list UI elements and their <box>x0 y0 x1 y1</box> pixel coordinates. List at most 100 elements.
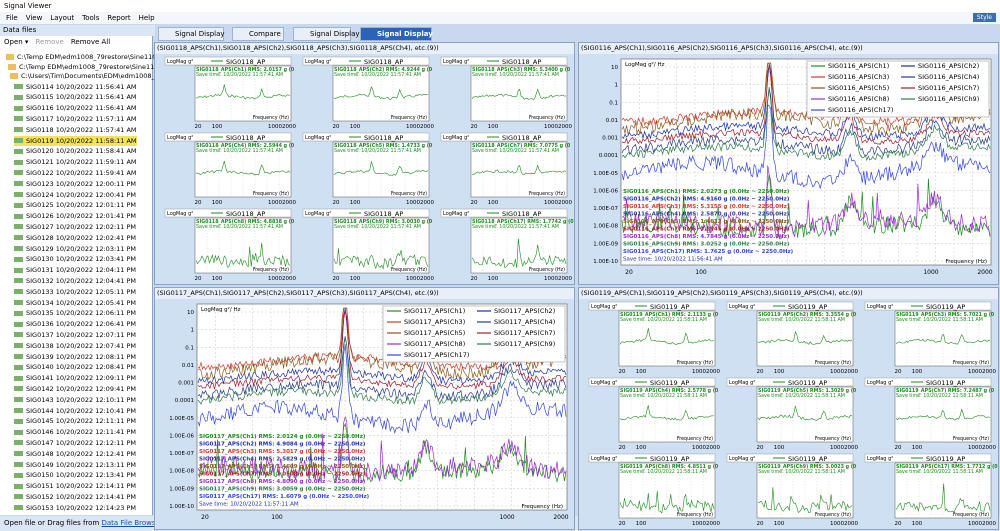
file-icon <box>14 246 23 251</box>
tab[interactable]: Signal Display <box>360 27 433 41</box>
file-row[interactable]: SIG0126 10/20/2022 12:01:41 PM <box>14 211 136 221</box>
menu-item[interactable]: File <box>6 14 18 22</box>
toolbar-button[interactable]: Remove All <box>70 38 111 46</box>
x-tick-label: 20 <box>619 369 626 375</box>
x-tick-label: 20 <box>333 124 340 130</box>
status-link[interactable]: Data File Browser <box>101 519 163 527</box>
file-row[interactable]: SIG0115 10/20/2022 11:56:41 AM <box>14 92 137 102</box>
x-axis-label: Frequency (Hz) <box>253 115 289 121</box>
x-tick-label: 2000 <box>706 445 720 451</box>
file-row[interactable]: SIG0128 10/20/2022 12:02:41 PM <box>14 233 136 243</box>
file-row[interactable]: SIG0146 10/20/2022 12:11:41 PM <box>14 427 136 437</box>
file-row[interactable]: SIG0123 10/20/2022 12:00:11 PM <box>14 179 136 189</box>
legend-label: SIG0117_APS(Ch5) <box>404 329 465 337</box>
file-name: SIG0129 10/20/2022 12:03:11 PM <box>26 244 137 253</box>
file-row[interactable]: SIG0122 10/20/2022 11:59:41 AM <box>14 168 137 178</box>
toolbar-button[interactable]: Remove <box>35 38 64 46</box>
legend-label: SIG0117_APS(Ch1) <box>404 307 465 315</box>
mini-plot-title: SIG0119_AP <box>788 379 827 387</box>
file-row[interactable]: SIG0141 10/20/2022 12:09:11 PM <box>14 373 136 383</box>
file-row[interactable]: SIG0120 10/20/2022 11:58:41 AM <box>14 146 137 156</box>
signal-trace <box>195 242 291 268</box>
file-icon <box>14 386 23 392</box>
menu-item[interactable]: Help <box>138 14 155 22</box>
file-list: C:\Temp EDM\edm1008_79restore\Sine1108 C:… <box>0 50 163 515</box>
file-row[interactable]: SIG0152 10/20/2022 12:14:41 PM <box>14 492 136 502</box>
file-row[interactable]: SIG0149 10/20/2022 12:13:11 PM <box>14 460 136 470</box>
rms-text: SIG0118_APS(Ch3) RMS: 5.3400 g (0 <box>472 67 571 73</box>
file-row[interactable]: SIG0131 10/20/2022 12:04:11 PM <box>14 265 136 275</box>
file-icon <box>14 440 23 446</box>
mini-title-box <box>440 132 568 142</box>
x-tick-label: 20 <box>619 445 626 451</box>
tab[interactable]: Signal Display <box>293 27 360 41</box>
file-row[interactable]: SIG0117 10/20/2022 11:57:11 AM <box>14 114 137 124</box>
signal-trace <box>895 408 991 421</box>
tab[interactable]: Compare <box>232 27 284 41</box>
folder-row[interactable]: C:\Temp EDM\edm1008_79restore\Sine1108 <box>8 62 163 72</box>
folder-row[interactable]: C:\Users\Tim\Documents\EDM\edm1008_79 <box>10 71 163 81</box>
file-row[interactable]: SIG0151 10/20/2022 12:14:11 PM <box>14 481 136 491</box>
menu-item[interactable]: View <box>25 14 43 22</box>
file-row[interactable]: SIG0121 10/20/2022 11:59:11 AM <box>14 157 137 167</box>
file-name: SIG0130 10/20/2022 12:03:41 PM <box>26 255 137 264</box>
folder-path: C:\Temp EDM\edm1008_79restore\Sine1108 <box>19 62 163 71</box>
save-time: Save time: 10/20/2022 11:57:41 AM <box>334 224 421 230</box>
file-row[interactable]: SIG0147 10/20/2022 12:12:11 PM <box>14 438 136 448</box>
mini-title-box <box>164 208 292 218</box>
file-icon <box>14 181 23 187</box>
legend-label: SIG0117_APS(Ch3) <box>404 318 465 326</box>
signal-trace <box>621 104 991 189</box>
file-row[interactable]: SIG0134 10/20/2022 12:05:41 PM <box>14 298 136 308</box>
file-row[interactable]: SIG0133 10/20/2022 12:05:11 PM <box>14 287 136 297</box>
mini-y-label: LogMag g² <box>167 135 193 141</box>
file-row[interactable]: SIG0114 10/20/2022 11:56:41 AM <box>14 82 137 92</box>
file-row[interactable]: SIG0130 10/20/2022 12:03:41 PM <box>14 254 136 264</box>
file-row[interactable]: SIG0124 10/20/2022 12:00:41 PM <box>14 190 136 200</box>
save-time: Save time: 10/20/2022 11:57:41 AM <box>472 72 559 78</box>
file-row[interactable]: SIG0129 10/20/2022 12:03:11 PM <box>14 244 136 254</box>
file-icon <box>14 170 23 176</box>
y-tick-label: 1.00E-09 <box>593 241 618 247</box>
file-row[interactable]: SIG0153 10/20/2022 12:14:23 PM <box>14 503 136 513</box>
file-row[interactable]: SIG0125 10/20/2022 12:01:11 PM <box>14 200 136 210</box>
file-row[interactable]: SIG0148 10/20/2022 12:12:41 PM <box>14 449 136 459</box>
signal-trace <box>195 160 291 176</box>
signal-trace <box>333 85 429 100</box>
mini-y-label: LogMag g² <box>729 456 755 462</box>
style-button[interactable]: Style <box>972 13 996 22</box>
file-row[interactable]: SIG0132 10/20/2022 12:04:41 PM <box>14 276 136 286</box>
file-row[interactable]: SIG0118 10/20/2022 11:57:41 AM <box>14 125 137 135</box>
mini-title-box <box>588 377 716 387</box>
file-row[interactable]: SIG0139 10/20/2022 12:08:11 PM <box>14 352 136 362</box>
toolbar-button[interactable]: Open ▾ <box>4 38 29 46</box>
x-axis-label: Frequency (Hz) <box>529 267 565 273</box>
x-axis-label: Frequency (Hz) <box>677 512 713 518</box>
file-row[interactable]: SIG0140 10/20/2022 12:08:41 PM <box>14 362 136 372</box>
menu-item[interactable]: Report <box>107 14 131 22</box>
rms-text: SIG0116_APS(Ch1) RMS: 2.0273 g (0.0Hz ~ … <box>623 189 790 195</box>
file-row[interactable]: SIG0142 10/20/2022 12:09:41 PM <box>14 384 136 394</box>
file-row[interactable]: SIG0137 10/20/2022 12:07:11 PM <box>14 330 136 340</box>
file-row[interactable]: SIG0150 10/20/2022 12:13:41 PM <box>14 470 136 480</box>
file-row[interactable]: SIG0119 10/20/2022 11:58:11 AM <box>14 135 137 146</box>
folder-row[interactable]: C:\Temp EDM\edm1008_79restore\Sine1108 <box>6 52 161 62</box>
tab[interactable]: Signal Display <box>158 27 225 41</box>
x-axis-label: Frequency (Hz) <box>953 436 989 442</box>
file-row[interactable]: SIG0144 10/20/2022 12:10:41 PM <box>14 406 136 416</box>
file-row[interactable]: SIG0116 10/20/2022 11:56:41 AM <box>14 103 137 113</box>
file-name: SIG0152 10/20/2022 12:14:41 PM <box>26 492 137 501</box>
legend-label: SIG0116_APS(Ch5) <box>828 84 889 92</box>
file-row[interactable]: SIG0135 10/20/2022 12:06:11 PM <box>14 308 136 318</box>
file-icon <box>14 300 23 305</box>
file-row[interactable]: SIG0143 10/20/2022 12:10:11 PM <box>14 395 136 405</box>
file-row[interactable]: SIG0127 10/20/2022 12:02:11 PM <box>14 222 136 232</box>
menu-item[interactable]: Layout <box>50 14 75 22</box>
file-row[interactable]: SIG0145 10/20/2022 12:11:11 PM <box>14 416 136 426</box>
signal-trace <box>619 328 715 345</box>
menu-item[interactable]: Tools <box>82 14 100 22</box>
save-time: Save time: 10/20/2022 11:57:41 AM <box>196 148 283 154</box>
file-row[interactable]: SIG0136 10/20/2022 12:06:41 PM <box>14 319 136 329</box>
file-row[interactable]: SIG0138 10/20/2022 12:07:41 PM <box>14 341 136 351</box>
save-time: Save time: 10/20/2022 11:57:11 AM <box>199 502 299 508</box>
